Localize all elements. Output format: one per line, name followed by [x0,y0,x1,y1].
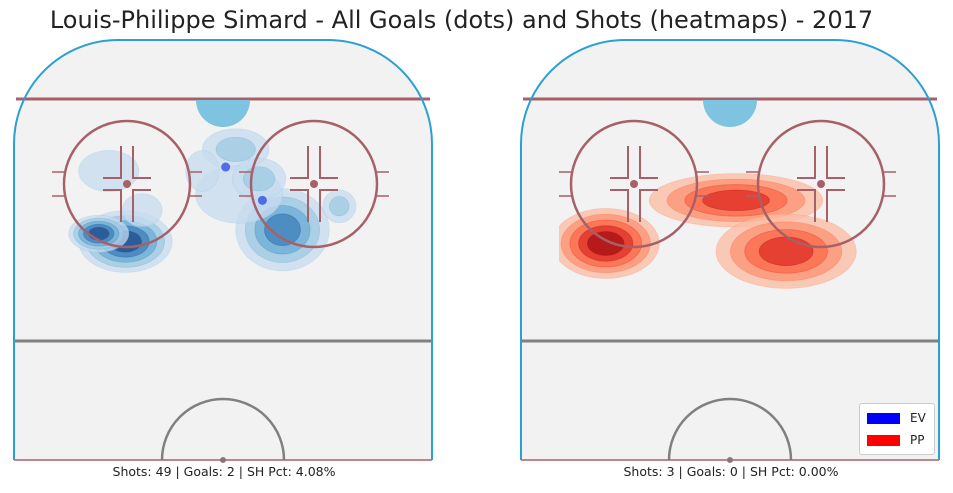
legend-entry-pp: PP [867,432,924,448]
shot-density-blob-3-level-4 [758,236,814,266]
shot-density-blob-8-level-2 [328,196,350,217]
faceoff-markers-1 [103,146,151,222]
faceoff-dot-1 [630,180,638,188]
rink-ice [14,40,432,460]
shot-density-blob-3-level-2 [215,136,256,162]
faceoff-circle-1 [62,119,192,249]
goal-crease [196,100,250,127]
legend-label-ev: EV [910,411,926,425]
faceoff-markers-1 [610,146,658,222]
shot-density-blob-4-level-1 [78,149,140,192]
faceoff-circle-2 [756,119,886,249]
shot-density-blob-7-level-2 [242,166,276,192]
legend-swatch-ev [867,412,900,424]
shot-density-blob-2-level-5 [586,231,625,256]
faceoff-dot-1 [123,180,131,188]
shot-heatmap [559,173,857,289]
faceoff-circle-1 [569,119,699,249]
shot-heatmap [68,128,357,273]
faceoff-circle-2 [249,119,379,249]
chart-title: Louis-Philippe Simard - All Goals (dots)… [49,6,874,34]
rink-boards [13,39,433,460]
goal-crease [703,100,757,127]
rink-boards [520,39,940,460]
faceoff-dot-2 [310,180,318,188]
shot-heatmap-area [68,128,357,273]
shot-density-blob-1-level-4 [702,189,770,212]
shot-density-blob-9-level-1 [121,193,163,228]
faceoff-dot-2 [817,180,825,188]
caption-ev: Shots: 49 | Goals: 2 | SH Pct: 4.08% [112,464,336,479]
goal-dot-2 [257,195,267,205]
caption-pp: Shots: 3 | Goals: 0 | SH Pct: 0.00% [623,464,839,479]
legend-entry-ev: EV [867,410,926,426]
shot-density-blob-5-level-4 [264,213,301,247]
rink-panel-pp [520,39,940,463]
goal-dot-1 [221,162,231,172]
shot-density-blob-2-level-5 [88,226,110,241]
shot-density-blob-10-level-1 [185,149,220,192]
legend: EV PP [859,403,935,455]
legend-label-pp: PP [910,433,925,447]
center-circle [160,397,286,461]
faceoff-markers-2 [290,146,338,222]
center-circle [667,397,793,461]
rink-panel-ev [13,39,433,463]
faceoff-markers-2 [797,146,845,222]
legend-swatch-pp [867,434,900,446]
shot-heatmap-area [559,173,857,289]
